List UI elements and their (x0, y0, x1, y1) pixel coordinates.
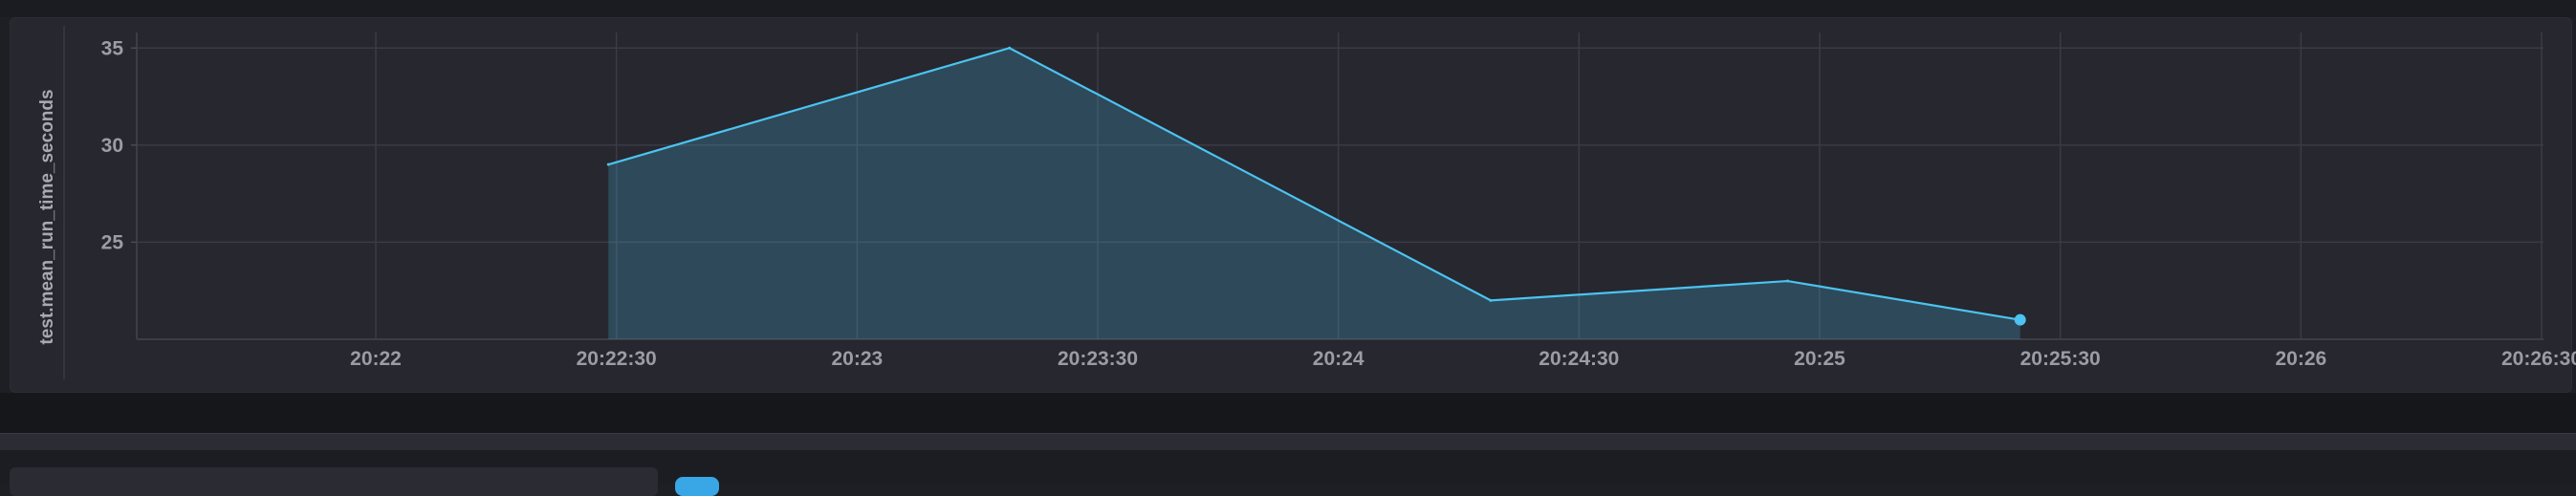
top-strip (0, 0, 2576, 17)
data-point (1008, 46, 1012, 50)
panel-divider (63, 26, 65, 379)
tick-labels: 35 30 25 20:22 20:22:30 20:23 20:23:30 20:24 20:… (101, 37, 2576, 370)
x-tick-label: 20:24:30 (1539, 348, 1619, 370)
chart-svg[interactable]: 35 30 25 20:22 20:22:30 20:23 20:23:30 20:24 20:… (0, 0, 2576, 393)
area-fill (608, 48, 2020, 339)
panel-gap (0, 393, 2576, 433)
x-tick-label: 20:25 (1794, 348, 1845, 370)
lower-panel-header (0, 433, 2576, 450)
grid (131, 32, 2543, 340)
x-tick-label: 20:26:30 (2501, 348, 2576, 370)
x-tick-label: 20:22 (350, 348, 402, 370)
lower-card[interactable] (10, 467, 658, 496)
x-tick-label: 20:24 (1313, 348, 1364, 370)
x-tick-label: 20:22:30 (577, 348, 657, 370)
x-tick-label: 20:23:30 (1058, 348, 1138, 370)
x-tick-label: 20:26 (2275, 348, 2326, 370)
data-point (1489, 298, 1493, 302)
data-point (1785, 279, 1789, 283)
y-tick-label: 35 (101, 37, 124, 59)
last-point-marker (2014, 313, 2026, 326)
y-tick-label: 25 (101, 231, 124, 253)
x-tick-label: 20:23 (831, 348, 883, 370)
series-area (606, 46, 2026, 339)
data-point (606, 162, 610, 166)
x-tick-label: 20:25:30 (2020, 348, 2101, 370)
chart-panel: test.mean_run_time_seconds (10, 17, 2572, 393)
y-tick-label: 30 (101, 135, 123, 157)
lower-toggle-button[interactable] (675, 477, 719, 496)
